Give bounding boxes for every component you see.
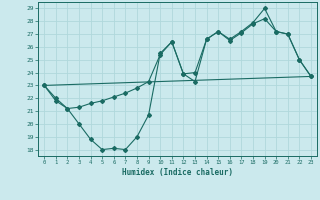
X-axis label: Humidex (Indice chaleur): Humidex (Indice chaleur) xyxy=(122,168,233,177)
